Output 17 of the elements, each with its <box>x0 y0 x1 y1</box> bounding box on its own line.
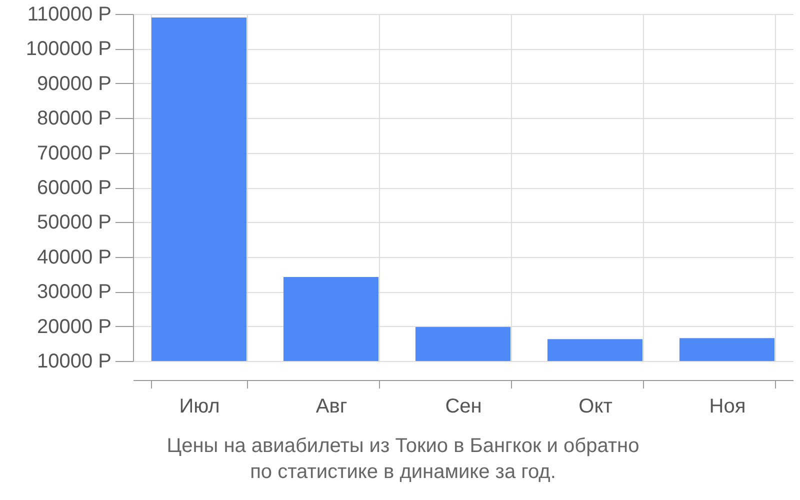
x-tick-label: Сен <box>445 396 482 418</box>
y-tick-label: 40000 Р <box>36 246 112 268</box>
y-tick-label: 70000 Р <box>36 142 112 164</box>
x-tick-label: Окт <box>578 396 612 418</box>
y-tick-label: 110000 Р <box>27 4 112 26</box>
x-tick-label: Ноя <box>709 396 746 418</box>
x-tick-label: Июл <box>179 396 220 418</box>
y-tick-label: 80000 Р <box>36 108 112 130</box>
y-tick-label: 100000 Р <box>26 38 112 60</box>
y-tick-label: 20000 Р <box>36 316 112 338</box>
x-tick-label: Авг <box>316 396 348 418</box>
y-tick-label: 60000 Р <box>36 177 112 199</box>
y-tick-label: 30000 Р <box>36 281 112 304</box>
text: Цены на авиабилеты из Токио в Бангкок и обратно по статистике в динамике за год. <box>166 435 640 483</box>
y-tick-label: 10000 Р <box>36 350 112 372</box>
y-tick-label: 50000 Р <box>36 212 112 234</box>
y-tick-label: 90000 Р <box>36 72 112 95</box>
